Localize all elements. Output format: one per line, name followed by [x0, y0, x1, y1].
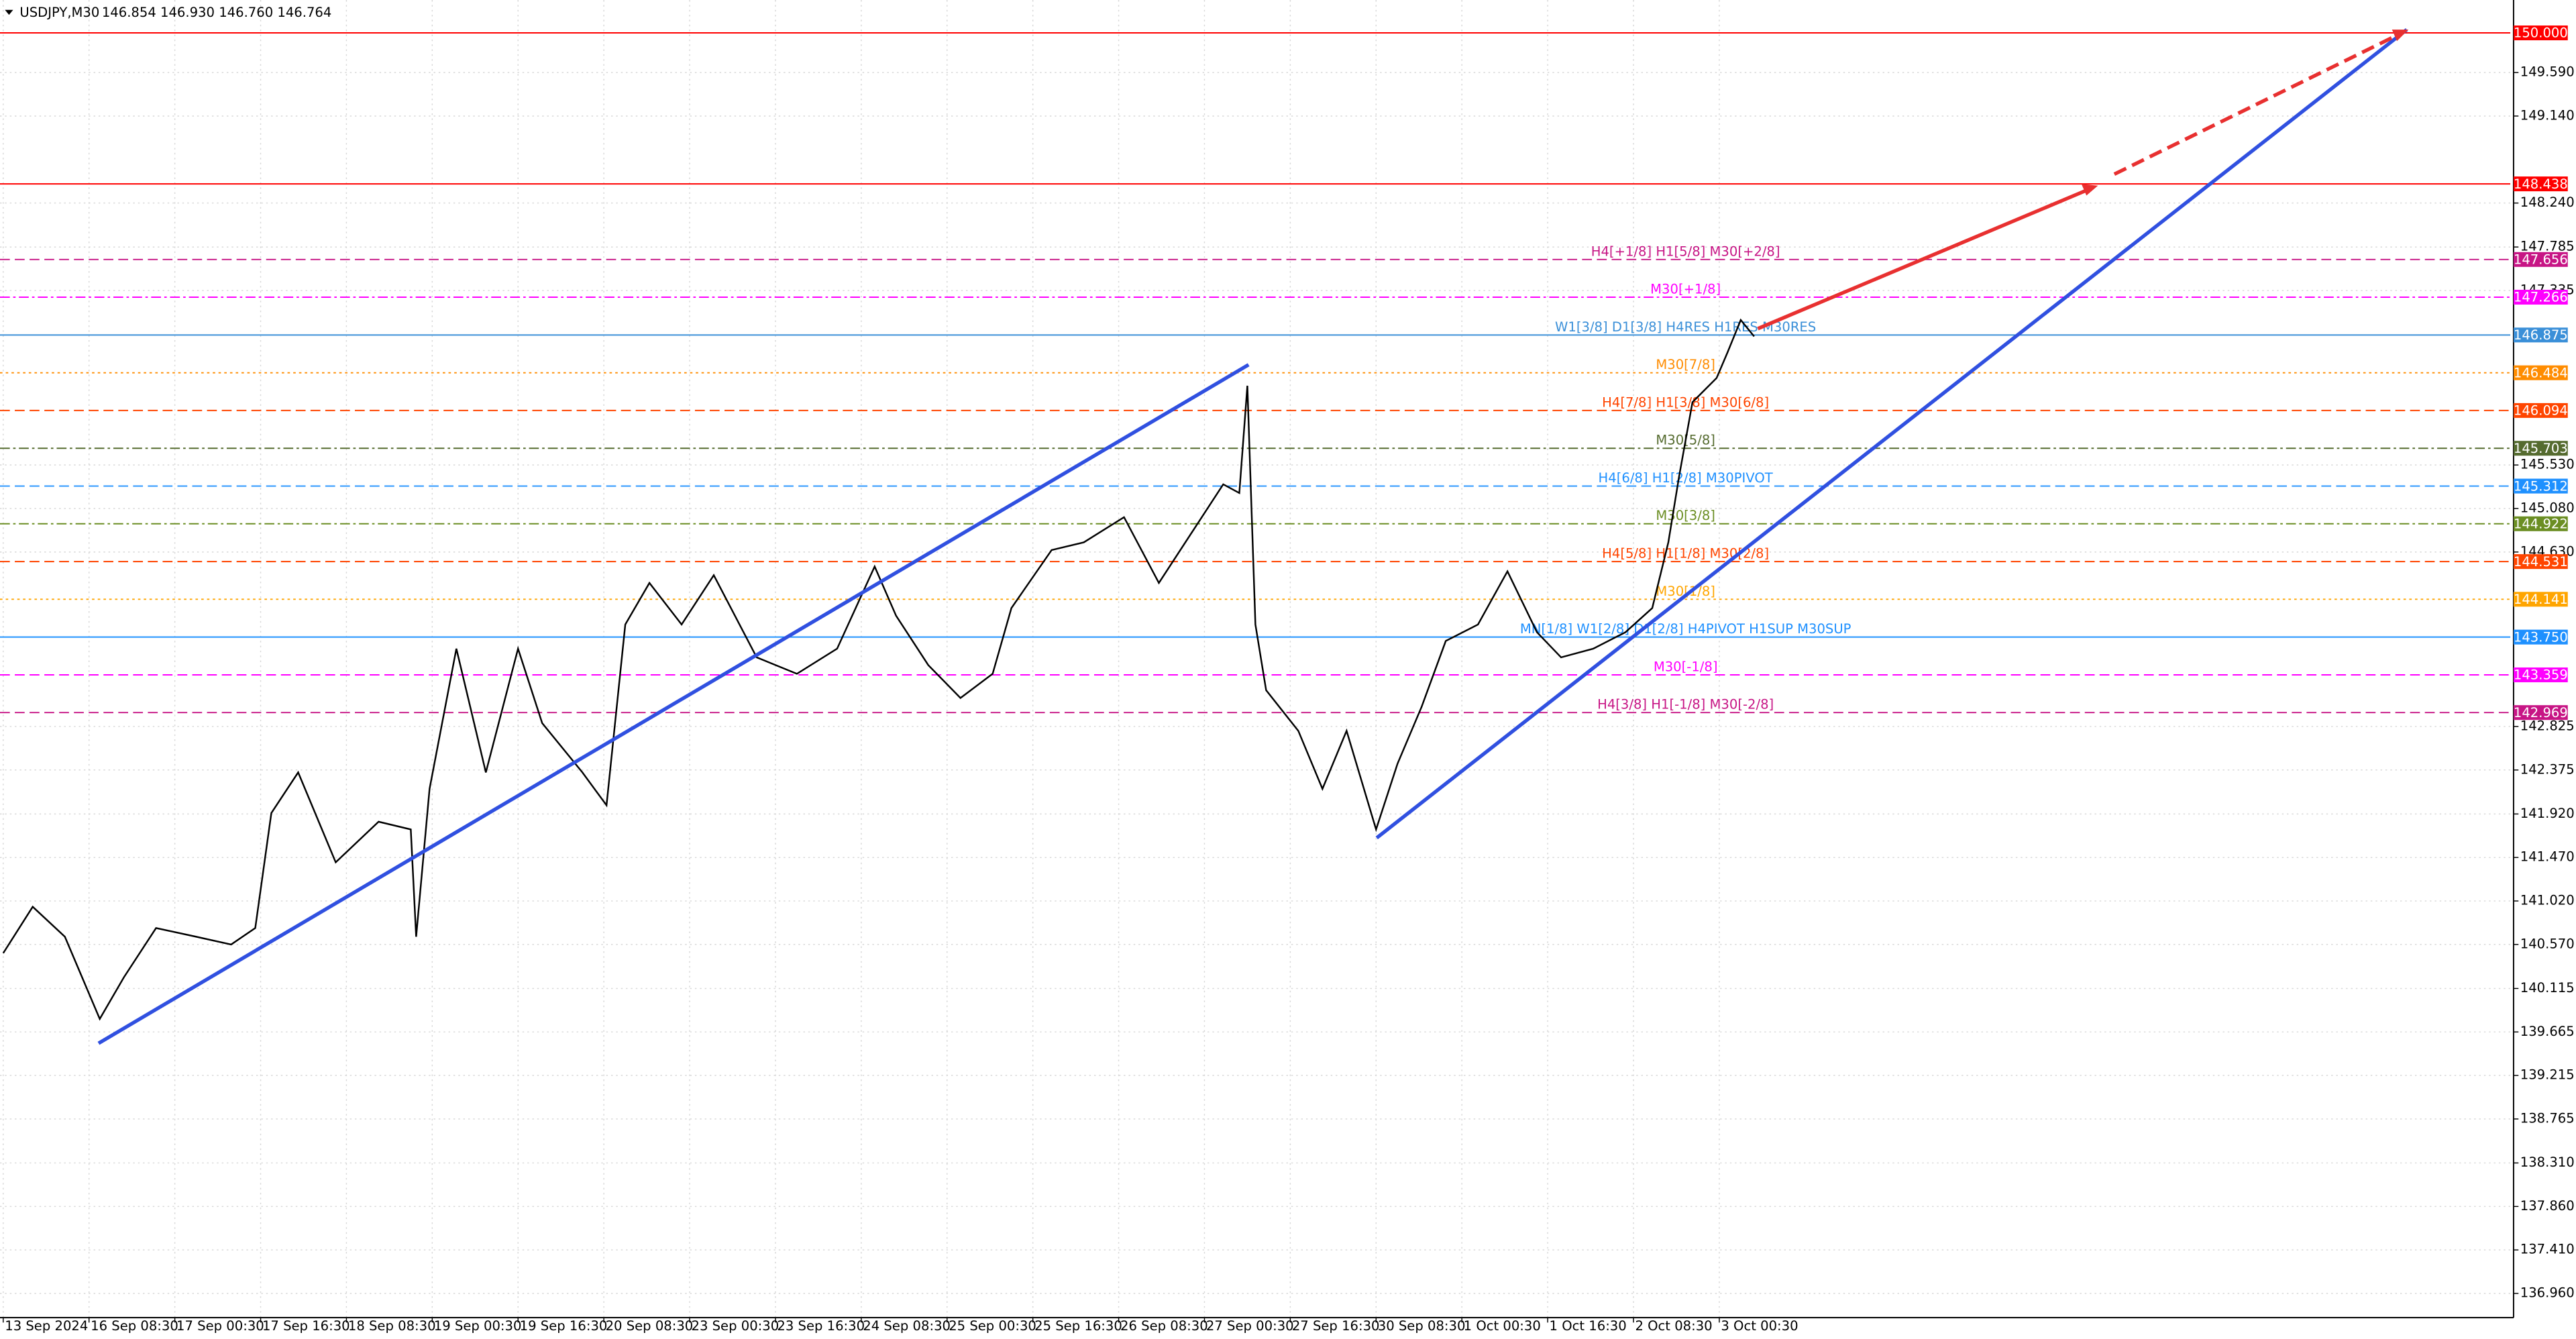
level-price-box [2513, 252, 2568, 267]
arrow-head [2081, 184, 2098, 196]
x-tick-label: 23 Sep 00:30 [691, 1318, 779, 1334]
level-label: M30[3/8] [1656, 508, 1715, 523]
x-tick-label: 26 Sep 08:30 [1120, 1318, 1208, 1334]
chart-title: USDJPY,M30 [19, 5, 99, 20]
menu-arrow [5, 9, 13, 15]
level-label: W1[3/8] D1[3/8] H4RES H1RES M30RES [1555, 319, 1816, 335]
y-tick-label: 138.310 [2520, 1155, 2575, 1170]
y-tick-label: 139.215 [2520, 1067, 2575, 1083]
trend-line [1375, 28, 2408, 840]
y-tick-label: 148.240 [2520, 195, 2575, 210]
y-tick-label: 149.590 [2520, 64, 2575, 80]
y-tick-label: 140.115 [2520, 980, 2575, 996]
level-price-label: 147.656 [2514, 252, 2568, 268]
y-tick-label: 147.785 [2520, 239, 2575, 254]
x-tick-label: 16 Sep 08:30 [91, 1318, 178, 1334]
x-tick-label: 25 Sep 16:30 [1034, 1318, 1122, 1334]
level-price-label: 147.266 [2514, 290, 2568, 305]
y-tick-label: 139.665 [2520, 1024, 2575, 1039]
x-tick-label: 2 Oct 08:30 [1635, 1318, 1712, 1334]
y-tick-label: 141.020 [2520, 893, 2575, 908]
x-tick-label: 17 Sep 00:30 [176, 1318, 264, 1334]
level-price-box [2513, 478, 2568, 494]
y-tick-label: 141.920 [2520, 806, 2575, 821]
level-price-label: 144.922 [2514, 516, 2568, 531]
x-tick-label: 25 Sep 00:30 [949, 1318, 1036, 1334]
x-tick-label: 24 Sep 08:30 [863, 1318, 951, 1334]
x-tick-label: 19 Sep 16:30 [520, 1318, 608, 1334]
forecast-arrow [2113, 33, 2400, 176]
axes: 149.590149.140148.240147.785147.335145.5… [3, 25, 2575, 1334]
x-tick-label: 23 Sep 16:30 [777, 1318, 865, 1334]
y-tick-label: 138.765 [2520, 1110, 2575, 1126]
level-price-label: 148.438 [2514, 176, 2568, 192]
drawings [97, 28, 2409, 1045]
y-tick-label: 145.530 [2520, 457, 2575, 472]
level-label: M30[1/8] [1656, 584, 1715, 599]
level-price-box [2513, 441, 2568, 456]
x-tick-label: 1 Oct 16:30 [1550, 1318, 1627, 1334]
levels: H4[+1/8] H1[5/8] M30[+2/8] M30[+1/8] W1[3/… [0, 32, 2511, 714]
price [2, 318, 1755, 1021]
level-price-box [2513, 403, 2568, 418]
x-tick-label: 17 Sep 16:30 [262, 1318, 350, 1334]
x-tick-label: 30 Sep 08:30 [1378, 1318, 1466, 1334]
level-price-box [2513, 289, 2568, 305]
level-price-box [2513, 327, 2568, 343]
x-tick-label: 18 Sep 08:30 [348, 1318, 436, 1334]
x-tick-label: 1 Oct 00:30 [1464, 1318, 1541, 1334]
y-tick-label: 137.410 [2520, 1242, 2575, 1257]
x-tick-label: 27 Sep 16:30 [1292, 1318, 1380, 1334]
level-price-label: 145.312 [2514, 478, 2568, 494]
arrow-head [2392, 30, 2409, 42]
level-price-box [2513, 516, 2568, 531]
y-tick-label: 136.960 [2520, 1285, 2575, 1301]
level-price-box [2513, 176, 2568, 192]
x-tick-label: 27 Sep 00:30 [1206, 1318, 1294, 1334]
level-price-label: 144.141 [2514, 592, 2568, 607]
level-price-label: 146.875 [2514, 327, 2568, 343]
level-price-box [2513, 592, 2568, 607]
y-tick-label: 141.470 [2520, 849, 2575, 865]
level-label: MN[1/8] W1[2/8] D1[2/8] H4PIVOT H1SUP M3… [1520, 621, 1851, 637]
y-tick-label: 142.375 [2520, 761, 2575, 777]
y-tick-label: 142.825 [2520, 718, 2575, 733]
level-label: H4[5/8] H1[1/8] M30[2/8] [1602, 546, 1769, 561]
forecast-arrow [1757, 187, 2091, 331]
trend-line [97, 363, 1250, 1045]
level-label: H4[6/8] H1[2/8] M30PIVOT [1599, 470, 1774, 486]
x-tick-label: 19 Sep 00:30 [434, 1318, 522, 1334]
y-tick-label: 145.080 [2520, 500, 2575, 516]
level-price-box [2513, 629, 2568, 645]
level-price-label: 146.484 [2514, 365, 2568, 380]
level-price-label: 146.094 [2514, 403, 2568, 419]
level-price-label: 145.703 [2514, 441, 2568, 456]
level-price-box [2513, 705, 2568, 720]
level-label: H4[+1/8] H1[5/8] M30[+2/8] [1591, 244, 1780, 259]
level-label: H4[7/8] H1[3/8] M30[6/8] [1602, 394, 1769, 410]
level-label: M30[+1/8] [1650, 281, 1721, 297]
level-price-label: 150.000 [2514, 25, 2568, 41]
level-price-box [2513, 667, 2568, 683]
price-line [2, 318, 1755, 1021]
level-price-label: 143.359 [2514, 667, 2568, 683]
level-price-box [2513, 25, 2568, 41]
x-tick-label: 13 Sep 2024 [5, 1318, 88, 1334]
level-label: H4[3/8] H1[-1/8] M30[-2/8] [1597, 697, 1774, 712]
level-price-label: 143.750 [2514, 629, 2568, 645]
level-price-label: 142.969 [2514, 705, 2568, 720]
x-tick-label: 3 Oct 00:30 [1721, 1318, 1798, 1334]
chart-subtitle: 146.854 146.930 146.760 146.764 [102, 5, 332, 20]
y-tick-label: 137.860 [2520, 1198, 2575, 1214]
level-label: M30[-1/8] [1654, 659, 1718, 674]
x-tick-label: 20 Sep 08:30 [606, 1318, 694, 1334]
level-label: M30[7/8] [1656, 357, 1715, 372]
level-price-box [2513, 365, 2568, 380]
level-price-label: 144.531 [2514, 554, 2568, 570]
y-tick-label: 149.140 [2520, 107, 2575, 123]
level-price-box [2513, 554, 2568, 570]
y-tick-label: 140.570 [2520, 936, 2575, 951]
